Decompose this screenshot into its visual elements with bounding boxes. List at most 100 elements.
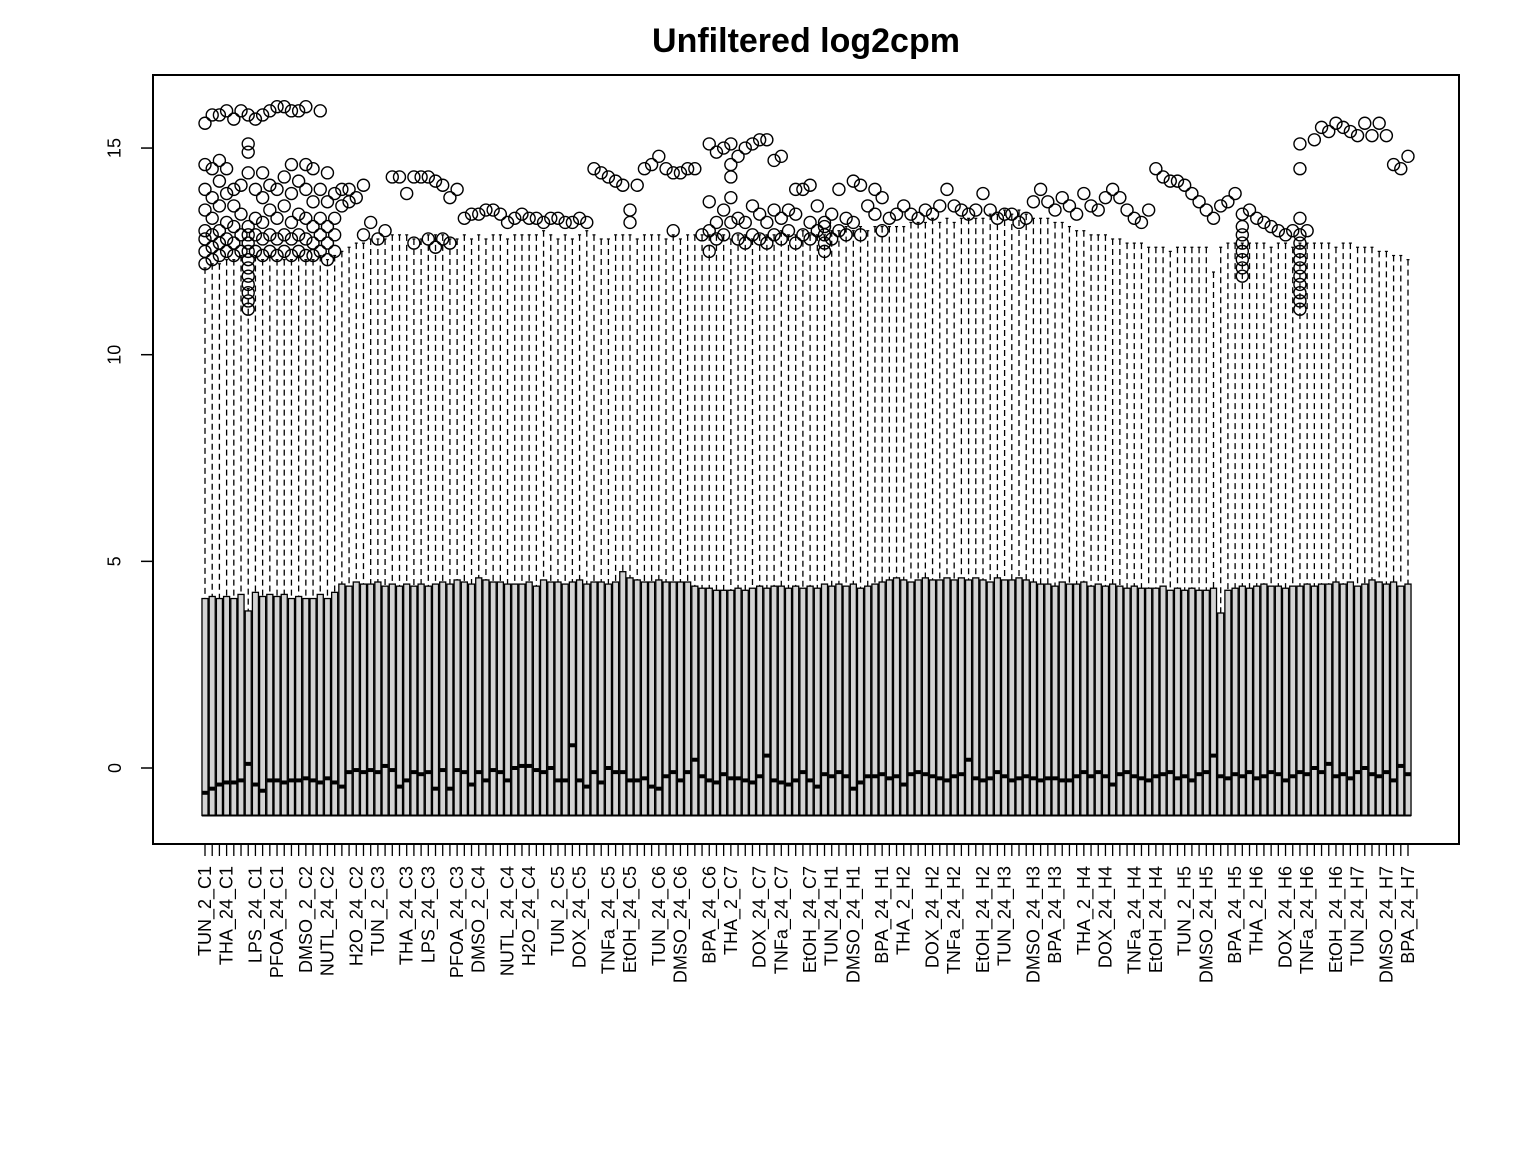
outlier-point bbox=[421, 232, 436, 246]
outlier-point bbox=[652, 149, 666, 164]
outlier-point bbox=[299, 157, 313, 172]
outlier-point bbox=[241, 236, 255, 250]
outlier-point bbox=[644, 157, 659, 172]
outlier-point bbox=[205, 108, 219, 122]
box-body bbox=[439, 581, 447, 817]
box-body bbox=[719, 589, 728, 817]
outlier-point bbox=[1235, 219, 1250, 234]
outlier-point bbox=[702, 224, 716, 238]
outlier-point bbox=[1293, 261, 1307, 275]
y-tick-label: 0 bbox=[105, 763, 125, 773]
x-tick-label: BPA_24_H7 bbox=[1398, 866, 1419, 964]
outlier-point bbox=[241, 277, 255, 292]
outlier-point bbox=[1163, 174, 1177, 188]
x-tick-label: PFOA_24_C1 bbox=[267, 866, 288, 978]
box-body bbox=[388, 583, 396, 817]
outlier-point bbox=[817, 244, 832, 259]
x-tick-label: DOX_24_C5 bbox=[570, 866, 591, 968]
outlier-point bbox=[716, 203, 731, 217]
box-body bbox=[532, 585, 541, 817]
outlier-point bbox=[270, 248, 284, 263]
outlier-point bbox=[270, 211, 284, 226]
outlier-point bbox=[241, 228, 255, 242]
box-body bbox=[784, 587, 793, 817]
outlier-point bbox=[198, 203, 212, 217]
outlier-point bbox=[752, 207, 767, 221]
outlier-point bbox=[450, 182, 464, 197]
outlier-point bbox=[320, 195, 335, 209]
outlier-point bbox=[400, 186, 414, 201]
outlier-point bbox=[227, 219, 241, 234]
box-body bbox=[1368, 579, 1376, 817]
x-tick-label: EtOH_24_H2 bbox=[973, 866, 994, 973]
outlier-point bbox=[219, 186, 234, 201]
outlier-point bbox=[803, 178, 817, 192]
outlier-point bbox=[320, 219, 335, 234]
outlier-point bbox=[313, 104, 327, 118]
box-body bbox=[525, 581, 533, 817]
outlier-point bbox=[1307, 133, 1322, 147]
outlier-point bbox=[263, 104, 277, 118]
outlier-point bbox=[241, 286, 255, 300]
outlier-point bbox=[407, 170, 421, 184]
box-body bbox=[287, 597, 296, 817]
box-body bbox=[892, 577, 901, 817]
outlier-point bbox=[1401, 149, 1415, 164]
outlier-point bbox=[263, 228, 277, 242]
outlier-point bbox=[933, 199, 947, 213]
outlier-point bbox=[248, 228, 263, 242]
box-body bbox=[1051, 585, 1059, 817]
outlier-point bbox=[760, 236, 774, 250]
outlier-point bbox=[299, 248, 313, 263]
outlier-point bbox=[630, 178, 644, 192]
box-body bbox=[1346, 581, 1355, 817]
outlier-point bbox=[1062, 199, 1077, 213]
box-body bbox=[208, 595, 216, 817]
outlier-point bbox=[1293, 252, 1307, 267]
outlier-point bbox=[767, 203, 781, 217]
outlier-point bbox=[320, 166, 335, 180]
outlier-point bbox=[198, 244, 212, 259]
outlier-point bbox=[522, 211, 536, 226]
outlier-point bbox=[1069, 207, 1084, 221]
box-body bbox=[828, 585, 836, 817]
outlier-point bbox=[263, 244, 277, 259]
outlier-point bbox=[983, 203, 997, 217]
outlier-point bbox=[1170, 174, 1185, 188]
outlier-point bbox=[299, 100, 313, 114]
box-body bbox=[1274, 585, 1283, 817]
x-tick-label: DOX_24_H4 bbox=[1095, 866, 1116, 968]
y-tick-label: 10 bbox=[105, 345, 125, 365]
outlier-point bbox=[479, 203, 493, 217]
outlier-point bbox=[1386, 157, 1401, 172]
outlier-point bbox=[623, 203, 637, 217]
outlier-point bbox=[1293, 269, 1307, 283]
outlier-point bbox=[335, 199, 349, 213]
box-body bbox=[1397, 585, 1405, 817]
outlier-point bbox=[227, 112, 241, 126]
outlier-point bbox=[1127, 211, 1141, 226]
outlier-point bbox=[198, 116, 212, 130]
box-58 bbox=[608, 174, 623, 817]
outlier-point bbox=[760, 215, 774, 230]
outlier-point bbox=[1214, 199, 1228, 213]
box-body bbox=[928, 579, 937, 817]
outlier-point bbox=[342, 182, 356, 197]
outlier-point bbox=[601, 170, 616, 184]
outlier-point bbox=[1235, 261, 1250, 275]
x-axis: TUN_2_C1 THA_24_C1 LPS_24_C1 PFOA_24_C1 DMSO… bbox=[195, 844, 1419, 983]
outlier-point bbox=[1336, 120, 1350, 135]
x-tick-label: THA_2_C7 bbox=[721, 866, 742, 955]
outlier-point bbox=[205, 162, 219, 176]
outlier-point bbox=[414, 170, 428, 184]
outlier-point bbox=[241, 261, 255, 275]
outlier-point bbox=[1177, 178, 1192, 192]
outlier-point bbox=[212, 174, 227, 188]
outlier-point bbox=[1293, 228, 1307, 242]
y-tick-label: 5 bbox=[105, 556, 125, 566]
outlier-point bbox=[608, 174, 623, 188]
outlier-point bbox=[212, 199, 227, 213]
outlier-point bbox=[234, 244, 248, 259]
box-body bbox=[655, 579, 663, 817]
outlier-point bbox=[248, 112, 263, 126]
